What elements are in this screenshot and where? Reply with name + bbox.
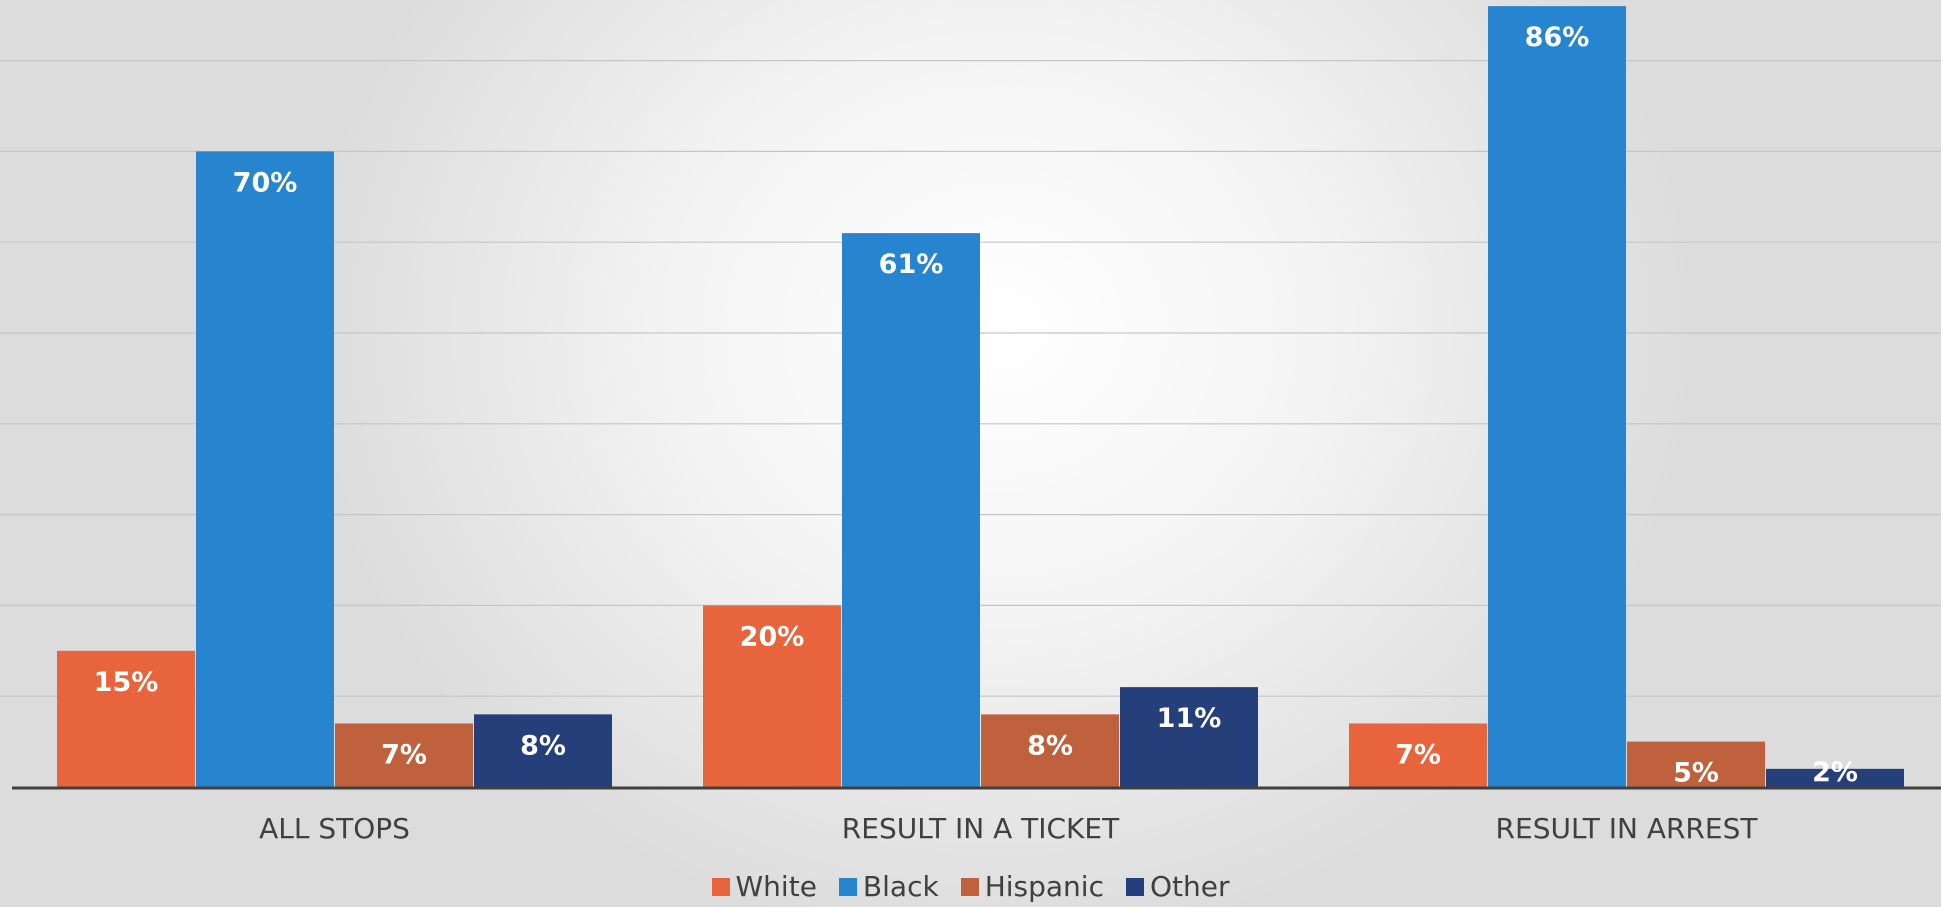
- category-label-1: RESULT IN A TICKET: [842, 812, 1120, 845]
- category-label-2: RESULT IN ARREST: [1496, 812, 1759, 845]
- data-label-hispanic-0: 7%: [381, 739, 427, 770]
- bar-black-0: [196, 151, 334, 787]
- data-label-black-2: 86%: [1525, 22, 1590, 53]
- data-label-other-0: 8%: [520, 730, 566, 761]
- bar-other-1: [1120, 687, 1258, 787]
- legend-item-white: White: [712, 870, 817, 903]
- data-label-white-0: 15%: [94, 667, 159, 698]
- data-label-other-2: 2%: [1812, 757, 1858, 788]
- data-label-hispanic-1: 8%: [1027, 730, 1073, 761]
- legend-item-black: Black: [839, 870, 939, 903]
- legend-swatch-black: [839, 878, 857, 896]
- data-label-other-1: 11%: [1157, 703, 1222, 734]
- data-label-black-1: 61%: [879, 249, 944, 280]
- legend-label-other: Other: [1150, 870, 1230, 903]
- legend-swatch-other: [1126, 878, 1144, 896]
- legend-item-other: Other: [1126, 870, 1230, 903]
- legend-item-hispanic: Hispanic: [961, 870, 1104, 903]
- data-label-white-2: 7%: [1395, 739, 1441, 770]
- data-label-white-1: 20%: [740, 621, 805, 652]
- data-label-black-0: 70%: [233, 167, 298, 198]
- bar-black-1: [842, 233, 980, 787]
- legend-swatch-white: [712, 878, 730, 896]
- legend: White Black Hispanic Other: [0, 870, 1941, 903]
- legend-swatch-hispanic: [961, 878, 979, 896]
- bar-black-2: [1488, 6, 1626, 787]
- legend-label-white: White: [736, 870, 817, 903]
- legend-label-black: Black: [863, 870, 939, 903]
- legend-label-hispanic: Hispanic: [985, 870, 1104, 903]
- data-label-hispanic-2: 5%: [1673, 758, 1719, 789]
- category-label-0: ALL STOPS: [259, 812, 410, 845]
